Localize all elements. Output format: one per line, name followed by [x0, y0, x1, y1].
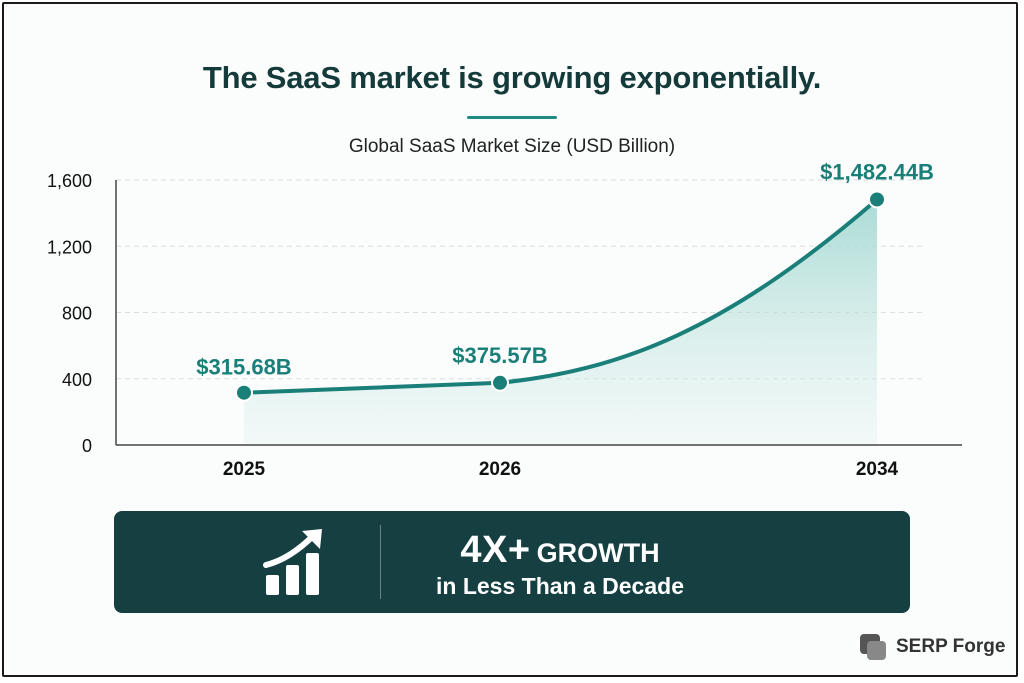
- series-line: [242, 197, 879, 395]
- banner-divider: [380, 525, 381, 599]
- banner-headline: 4X+ GROWTH: [410, 529, 710, 572]
- y-tick-label: 1,600: [47, 171, 92, 191]
- brand: SERP Forge: [858, 630, 1005, 664]
- banner-subtext: in Less Than a Decade: [436, 573, 684, 599]
- y-tick-label: 400: [62, 370, 92, 390]
- y-tick-label: 1,200: [47, 237, 92, 257]
- growth-banner: 4X+ GROWTH in Less Than a Decade: [114, 511, 910, 613]
- serp-forge-logo-icon: [860, 634, 886, 660]
- data-label: $1,482.44B: [820, 159, 934, 184]
- page-title: The SaaS market is growing exponentially…: [202, 60, 822, 95]
- data-label: $315.68B: [196, 355, 291, 380]
- data-point: [491, 373, 509, 392]
- data-point: [868, 190, 886, 209]
- chart-subtitle: Global SaaS Market Size (USD Billion): [348, 136, 676, 157]
- x-tick-label: 2026: [479, 459, 521, 480]
- growth-word: GROWTH: [536, 538, 660, 568]
- title-underline: [467, 116, 557, 119]
- y-tick-label: 800: [62, 304, 92, 324]
- bar-chart-growth-icon: [263, 529, 322, 595]
- series-area: [244, 199, 877, 445]
- brand-name: SERP Forge: [896, 636, 1006, 657]
- y-tick-label: 0: [82, 436, 92, 456]
- x-tick-label: 2025: [223, 459, 266, 480]
- data-label: $375.57B: [452, 343, 547, 368]
- growth-multiplier: 4X+: [460, 529, 531, 571]
- x-tick-label: 2034: [856, 459, 899, 480]
- data-point: [235, 383, 253, 402]
